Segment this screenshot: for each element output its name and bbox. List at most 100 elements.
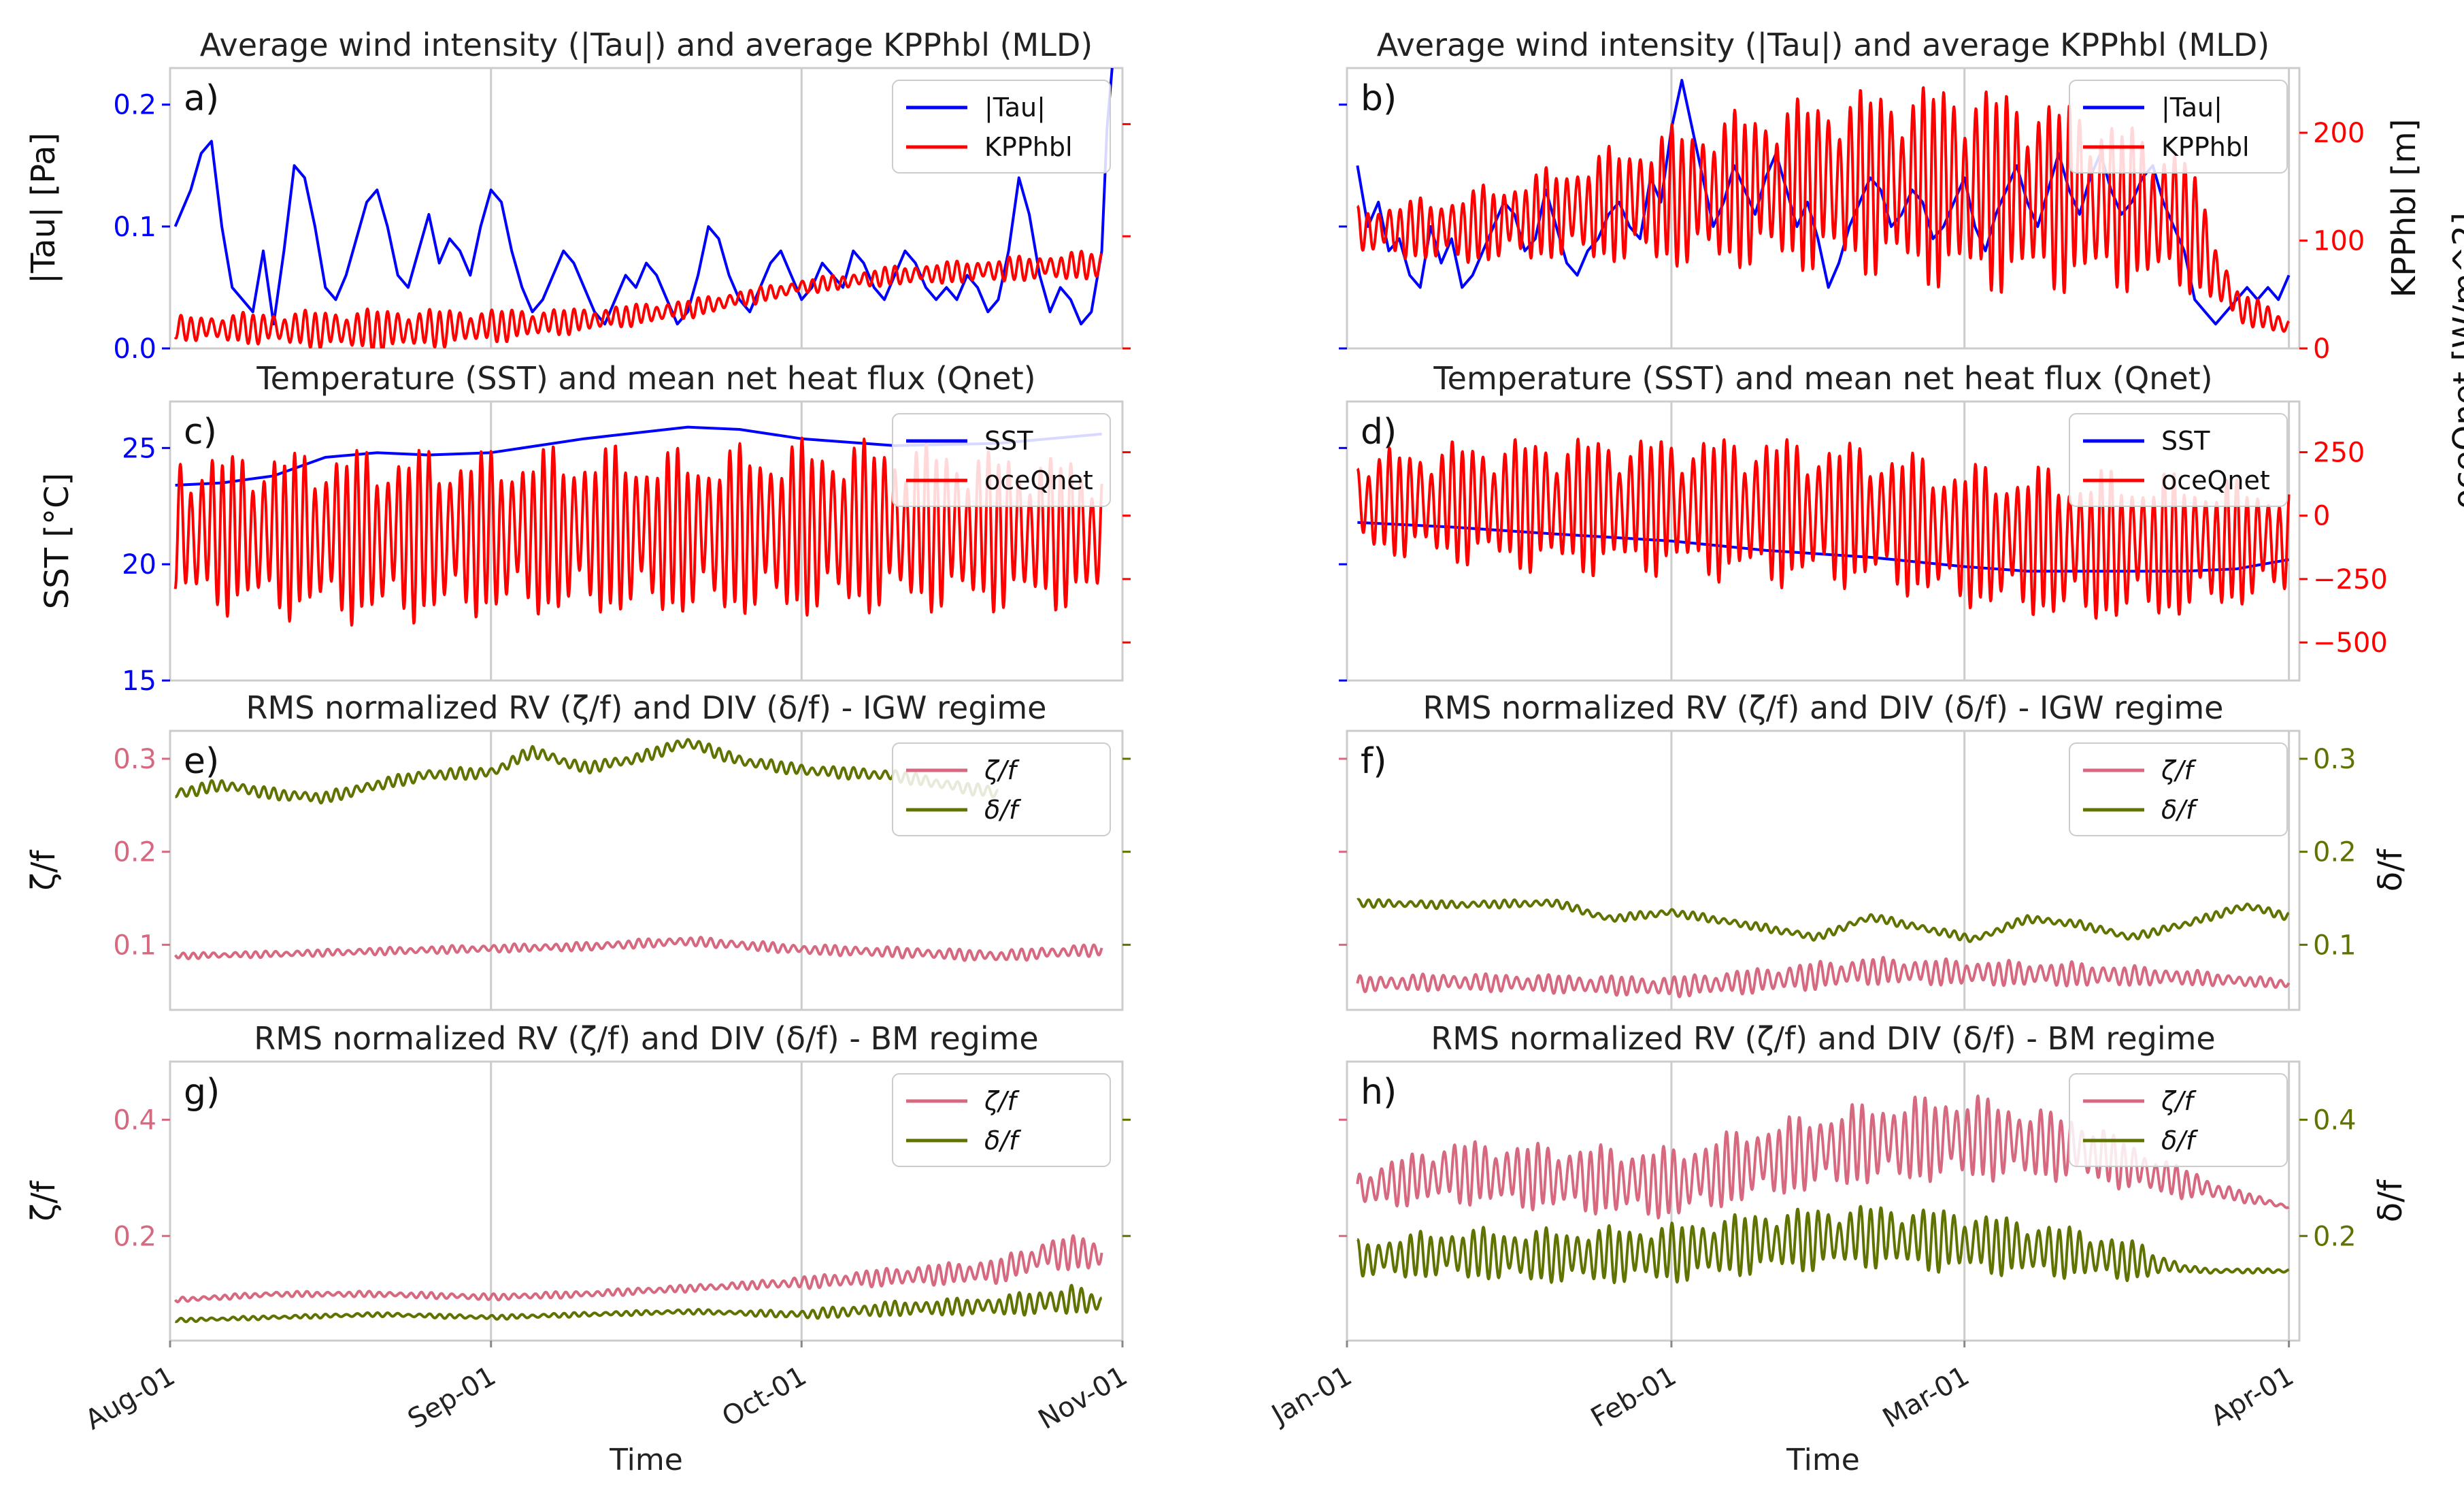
y2-tick-label: −500 xyxy=(2313,627,2388,659)
legend: SST oceQnet xyxy=(892,413,1111,507)
axes-frame xyxy=(1346,67,2301,350)
series-line-left xyxy=(175,425,1102,487)
y-tick-label: 0.1 xyxy=(113,212,156,243)
legend: ζ/f δ/f xyxy=(2069,1073,2288,1167)
panel-letter: c) xyxy=(184,412,217,453)
legend-label: KPPhbl xyxy=(984,132,1073,162)
panel-a: Average wind intensity (|Tau|) and avera… xyxy=(24,27,1131,365)
y-axis-label: |Tau| [Pa] xyxy=(24,133,63,284)
legend-label: KPPhbl xyxy=(2161,132,2250,162)
x-axis-label: Time xyxy=(609,1443,683,1477)
y-tick-label: 25 xyxy=(122,433,156,464)
panel-letter: f) xyxy=(1361,741,1387,782)
legend-box xyxy=(892,413,1111,507)
x-tick-label: Nov-01 xyxy=(1033,1360,1133,1436)
x-tick-label: Sep-01 xyxy=(403,1360,501,1435)
series-line-right xyxy=(174,1283,1103,1324)
axes-frame xyxy=(1346,400,2301,682)
y2-tick-label: 200 xyxy=(2313,118,2365,149)
panel-d: Temperature (SST) and mean net heat flux… xyxy=(1339,212,2464,682)
legend: ζ/f δ/f xyxy=(892,1073,1111,1167)
y2-tick-label: 0.1 xyxy=(2313,930,2357,961)
y2-tick-label: 0 xyxy=(2313,501,2330,532)
panel-title: RMS normalized RV (ζ/f) and DIV (δ/f) - … xyxy=(1423,689,2224,726)
legend-label: δ/f xyxy=(2161,1126,2199,1156)
legend: ζ/f δ/f xyxy=(892,742,1111,836)
legend: |Tau| KPPhbl xyxy=(2069,80,2288,174)
y2-tick-label: 0.3 xyxy=(2313,744,2357,775)
legend-label: δ/f xyxy=(2161,795,2199,825)
legend-box xyxy=(2069,742,2288,836)
y2-axis-label: δ/f xyxy=(2371,1179,2410,1223)
x-tick-label: Mar-01 xyxy=(1878,1360,1975,1435)
legend-label: δ/f xyxy=(984,795,1022,825)
y2-tick-label: 0.4 xyxy=(2313,1104,2357,1136)
panel-h: RMS normalized RV (ζ/f) and DIV (δ/f) - … xyxy=(1265,1020,2410,1477)
x-tick-label: Oct-01 xyxy=(717,1360,812,1433)
legend-box xyxy=(2069,1073,2288,1167)
y-tick-label: 15 xyxy=(122,666,156,697)
y-axis-label: SST [°C] xyxy=(38,473,76,609)
x-tick-label: Apr-01 xyxy=(2205,1360,2299,1432)
panel-title: RMS normalized RV (ζ/f) and DIV (δ/f) - … xyxy=(1431,1020,2215,1057)
series-line-left xyxy=(174,936,1103,962)
y2-axis-label: oceQnet [W/m^2] xyxy=(2446,212,2464,509)
y-tick-label: 0.4 xyxy=(113,1104,156,1136)
legend-label: SST xyxy=(984,426,1033,456)
series-line-left xyxy=(173,67,1114,326)
panel-g: RMS normalized RV (ζ/f) and DIV (δ/f) - … xyxy=(24,1020,1133,1477)
axes-frame xyxy=(169,1060,1124,1342)
legend-label: ζ/f xyxy=(2161,755,2197,785)
series-line-right xyxy=(1356,1205,2290,1285)
y-tick-label: 20 xyxy=(122,549,156,580)
legend-label: |Tau| xyxy=(2161,93,2222,123)
legend-box xyxy=(2069,413,2288,507)
legend-box xyxy=(2069,80,2288,174)
panel-b: Average wind intensity (|Tau|) and avera… xyxy=(1339,27,2423,365)
panel-title: Temperature (SST) and mean net heat flux… xyxy=(1433,360,2212,397)
y-axis-label: ζ/f xyxy=(24,849,63,890)
legend-label: ζ/f xyxy=(984,1086,1020,1116)
y-tick-label: 0.3 xyxy=(113,744,156,775)
legend: |Tau| KPPhbl xyxy=(892,80,1111,174)
y-tick-label: 0.2 xyxy=(113,1221,156,1252)
legend-label: ζ/f xyxy=(984,755,1020,785)
y-tick-label: 0.1 xyxy=(113,930,156,961)
y2-tick-label: 0.2 xyxy=(2313,837,2357,868)
panel-letter: e) xyxy=(184,741,219,782)
y-tick-label: 0.0 xyxy=(113,333,156,365)
y2-tick-label: 100 xyxy=(2313,226,2365,257)
panel-letter: a) xyxy=(184,78,219,119)
y-axis-label: ζ/f xyxy=(24,1180,63,1221)
series-line-right xyxy=(1356,438,2291,620)
y2-tick-label: −250 xyxy=(2313,564,2388,595)
panel-title: RMS normalized RV (ζ/f) and DIV (δ/f) - … xyxy=(246,689,1047,726)
y2-axis-label: δ/f xyxy=(2371,849,2410,892)
series-line-left xyxy=(173,1234,1103,1304)
y2-tick-label: 0 xyxy=(2313,333,2330,365)
x-tick-label: Feb-01 xyxy=(1586,1360,1682,1434)
axes-frame xyxy=(169,67,1124,350)
legend-label: oceQnet xyxy=(984,465,1093,495)
panel-letter: d) xyxy=(1361,412,1397,453)
y2-axis-label: KPPhbl [m] xyxy=(2385,118,2423,297)
axes-frame xyxy=(1346,1060,2301,1342)
axes-frame xyxy=(1346,730,2301,1011)
axes-frame xyxy=(169,730,1124,1011)
panel-f: RMS normalized RV (ζ/f) and DIV (δ/f) - … xyxy=(1339,689,2410,1011)
series-line-left xyxy=(1356,955,2291,998)
panel-c: Temperature (SST) and mean net heat flux… xyxy=(38,360,1131,697)
panel-e: RMS normalized RV (ζ/f) and DIV (δ/f) - … xyxy=(24,689,1131,1011)
series-line-right xyxy=(173,250,1103,348)
legend-label: SST xyxy=(2161,426,2210,456)
panel-title: RMS normalized RV (ζ/f) and DIV (δ/f) - … xyxy=(254,1020,1038,1057)
x-axis-label: Time xyxy=(1786,1443,1860,1477)
legend: ζ/f δ/f xyxy=(2069,742,2288,836)
y-tick-label: 0.2 xyxy=(113,837,156,868)
panel-letter: g) xyxy=(184,1072,220,1113)
y2-tick-label: 250 xyxy=(2313,438,2365,469)
x-tick-label: Jan-01 xyxy=(1265,1360,1357,1432)
axes-frame xyxy=(169,400,1124,682)
legend-label: oceQnet xyxy=(2161,465,2270,495)
